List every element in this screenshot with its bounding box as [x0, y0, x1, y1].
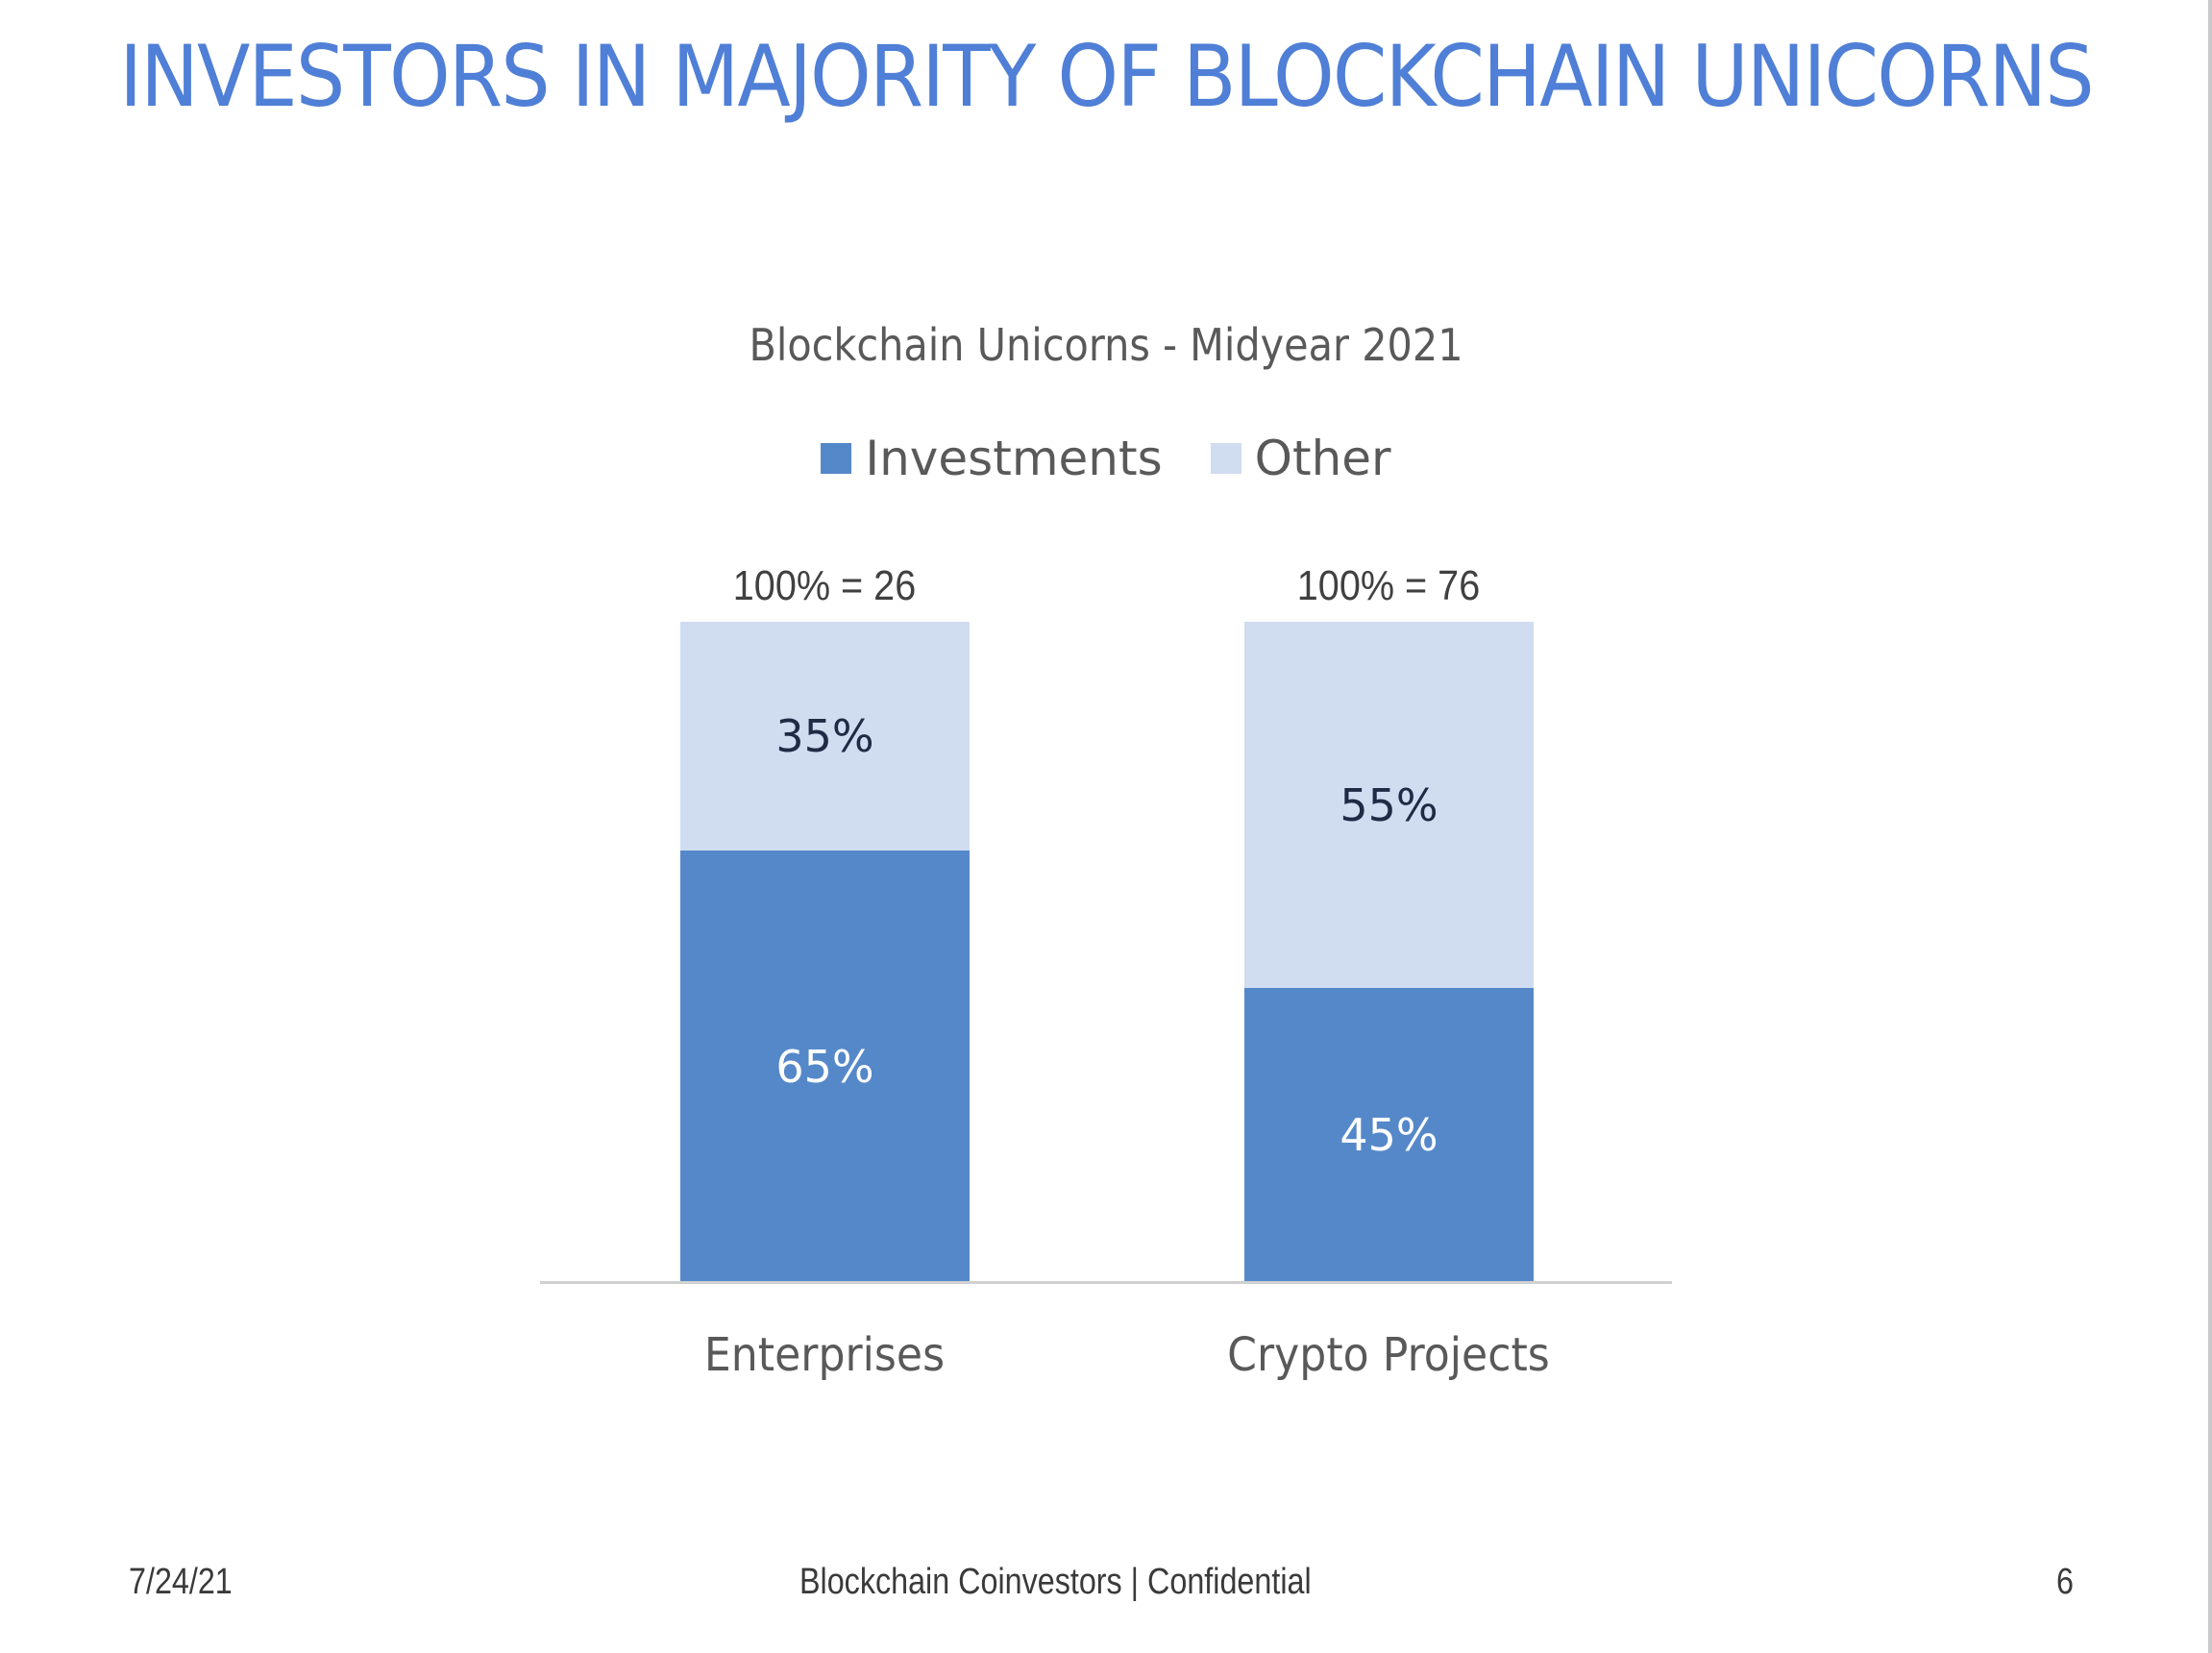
legend-item-investments: Investments	[821, 431, 1163, 486]
bar-enterprises: 35% 65%	[680, 622, 970, 1282]
bar-segment-other: 55%	[1244, 622, 1534, 988]
x-axis-line	[540, 1281, 1672, 1284]
bar-total-label: 100% = 76	[1296, 562, 1481, 609]
legend-label: Investments	[865, 431, 1163, 486]
bar-segment-investments: 65%	[680, 851, 970, 1282]
bar-total-label: 100% = 26	[732, 562, 917, 609]
chart-title: Blockchain Unicorns - Midyear 2021	[749, 319, 1463, 371]
bar-segment-investments: 45%	[1244, 988, 1534, 1282]
slide-title: INVESTORS IN MAJORITY OF BLOCKCHAIN UNIC…	[119, 27, 2094, 126]
legend-label: Other	[1254, 431, 1391, 486]
footer-date: 7/24/21	[129, 1562, 233, 1602]
footer-page-number: 6	[2056, 1562, 2074, 1602]
footer-center-text: Blockchain Coinvestors | Confidential	[799, 1562, 1312, 1602]
x-axis-label-enterprises: Enterprises	[703, 1328, 946, 1382]
legend-swatch-investments	[821, 443, 852, 474]
legend-swatch-other	[1210, 443, 1241, 474]
legend-item-other: Other	[1210, 431, 1391, 486]
x-axis-label-crypto-projects: Crypto Projects	[1227, 1328, 1550, 1382]
slide-right-edge	[2208, 0, 2212, 1653]
bar-segment-other: 35%	[680, 622, 970, 851]
chart-legend: Investments Other	[0, 431, 2212, 486]
bar-crypto-projects: 55% 45%	[1244, 622, 1534, 1282]
